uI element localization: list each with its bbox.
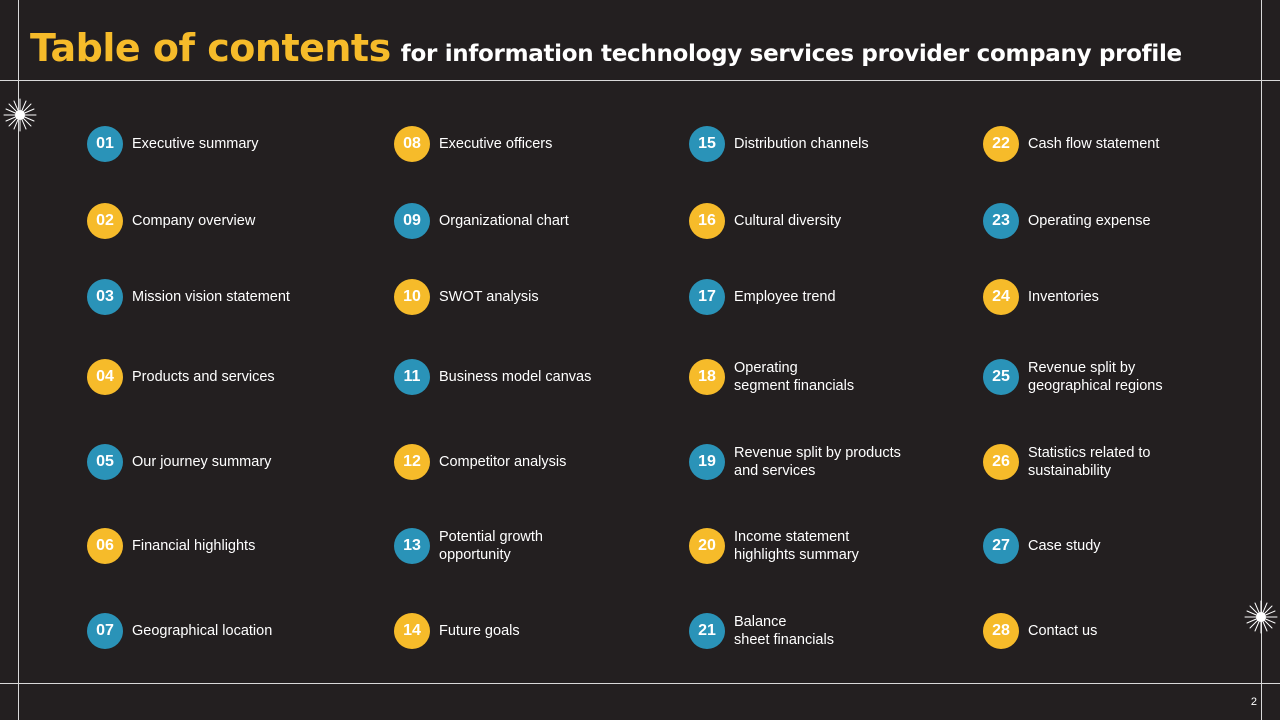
toc-item[interactable]: 18 Operating segment financials (689, 359, 854, 395)
toc-number-badge: 15 (689, 126, 725, 162)
toc-number-badge: 13 (394, 528, 430, 564)
toc-item[interactable]: 25 Revenue split by geographical regions (983, 359, 1163, 395)
toc-number-badge: 27 (983, 528, 1019, 564)
toc-item[interactable]: 06 Financial highlights (87, 528, 255, 564)
toc-item[interactable]: 23 Operating expense (983, 203, 1151, 239)
toc-item-label: SWOT analysis (439, 289, 539, 305)
toc-number-badge: 07 (87, 613, 123, 649)
toc-item-label: Business model canvas (439, 369, 592, 385)
toc-number-badge: 19 (689, 444, 725, 480)
toc-item-label: Contact us (1028, 623, 1098, 639)
toc-number-badge: 23 (983, 203, 1019, 239)
sparkle-icon (3, 98, 37, 132)
toc-item-label: Competitor analysis (439, 454, 567, 470)
toc-item-label: Distribution channels (734, 136, 869, 152)
toc-item[interactable]: 17 Employee trend (689, 279, 836, 315)
toc-number-badge: 01 (87, 126, 123, 162)
toc-item-label: Balance sheet financials (734, 614, 834, 648)
toc-number-badge: 10 (394, 279, 430, 315)
toc-number-badge: 26 (983, 444, 1019, 480)
frame-line-top (0, 80, 1280, 81)
toc-number-badge: 12 (394, 444, 430, 480)
toc-item[interactable]: 24 Inventories (983, 279, 1099, 315)
toc-item-label: Geographical location (132, 623, 273, 639)
toc-item[interactable]: 19 Revenue split by products and services (689, 444, 901, 480)
toc-item-label: Potential growth opportunity (439, 529, 543, 563)
toc-item[interactable]: 15 Distribution channels (689, 126, 869, 162)
toc-item-label: Company overview (132, 213, 256, 229)
toc-number-badge: 24 (983, 279, 1019, 315)
toc-item-label: Cash flow statement (1028, 136, 1160, 152)
toc-item[interactable]: 09 Organizational chart (394, 203, 569, 239)
toc-item-label: Employee trend (734, 289, 836, 305)
toc-item[interactable]: 26 Statistics related to sustainability (983, 444, 1151, 480)
toc-number-badge: 16 (689, 203, 725, 239)
toc-number-badge: 04 (87, 359, 123, 395)
toc-item[interactable]: 07 Geographical location (87, 613, 272, 649)
toc-item-label: Financial highlights (132, 538, 256, 554)
page-number: 2 (1250, 696, 1257, 708)
toc-item[interactable]: 02 Company overview (87, 203, 255, 239)
toc-item[interactable]: 08 Executive officers (394, 126, 552, 162)
toc-number-badge: 20 (689, 528, 725, 564)
toc-item-label: Case study (1028, 538, 1101, 554)
toc-item-label: Mission vision statement (132, 289, 290, 305)
toc-item[interactable]: 13 Potential growth opportunity (394, 528, 543, 564)
toc-item-label: Our journey summary (132, 454, 272, 470)
toc-number-badge: 21 (689, 613, 725, 649)
toc-item-label: Revenue split by products and services (734, 445, 901, 479)
toc-item[interactable]: 01 Executive summary (87, 126, 259, 162)
toc-number-badge: 28 (983, 613, 1019, 649)
toc-item[interactable]: 22 Cash flow statement (983, 126, 1159, 162)
toc-item[interactable]: 05 Our journey summary (87, 444, 271, 480)
toc-item[interactable]: 04 Products and services (87, 359, 275, 395)
toc-item-label: Future goals (439, 623, 520, 639)
toc-item-label: Executive officers (439, 136, 553, 152)
toc-number-badge: 05 (87, 444, 123, 480)
page-title: Table of contents for information techno… (30, 26, 1182, 70)
toc-item[interactable]: 27 Case study (983, 528, 1101, 564)
toc-item[interactable]: 11 Business model canvas (394, 359, 591, 395)
toc-number-badge: 03 (87, 279, 123, 315)
toc-item[interactable]: 28 Contact us (983, 613, 1097, 649)
toc-item[interactable]: 14 Future goals (394, 613, 520, 649)
sparkle-icon (1244, 600, 1278, 634)
toc-number-badge: 17 (689, 279, 725, 315)
toc-item-label: Income statement highlights summary (734, 529, 859, 563)
toc-item-label: Revenue split by geographical regions (1028, 360, 1163, 394)
toc-item[interactable]: 10 SWOT analysis (394, 279, 539, 315)
toc-number-badge: 25 (983, 359, 1019, 395)
toc-item-label: Products and services (132, 369, 275, 385)
frame-line-right (1261, 0, 1262, 720)
toc-item-label: Organizational chart (439, 213, 569, 229)
toc-item-label: Cultural diversity (734, 213, 842, 229)
toc-item-label: Operating expense (1028, 213, 1151, 229)
toc-number-badge: 22 (983, 126, 1019, 162)
toc-number-badge: 08 (394, 126, 430, 162)
toc-item-label: Operating segment financials (734, 360, 855, 394)
toc-item[interactable]: 03 Mission vision statement (87, 279, 290, 315)
toc-item-label: Statistics related to sustainability (1028, 445, 1151, 479)
toc-item[interactable]: 16 Cultural diversity (689, 203, 841, 239)
toc-number-badge: 02 (87, 203, 123, 239)
toc-item[interactable]: 20 Income statement highlights summary (689, 528, 859, 564)
frame-line-bottom (0, 683, 1280, 684)
frame-line-left (18, 0, 19, 720)
toc-number-badge: 06 (87, 528, 123, 564)
title-main: Table of contents (30, 26, 391, 70)
toc-item-label: Inventories (1028, 289, 1099, 305)
title-subtitle: for information technology services prov… (400, 41, 1182, 67)
toc-number-badge: 18 (689, 359, 725, 395)
toc-item[interactable]: 21 Balance sheet financials (689, 613, 834, 649)
toc-number-badge: 14 (394, 613, 430, 649)
toc-number-badge: 11 (394, 359, 430, 395)
toc-item[interactable]: 12 Competitor analysis (394, 444, 566, 480)
toc-number-badge: 09 (394, 203, 430, 239)
toc-item-label: Executive summary (132, 136, 259, 152)
